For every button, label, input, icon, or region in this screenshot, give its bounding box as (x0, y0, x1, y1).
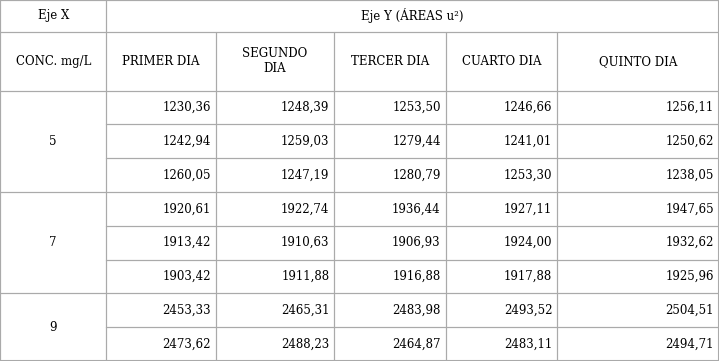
Text: 1280,79: 1280,79 (393, 169, 441, 182)
Text: 1932,62: 1932,62 (666, 236, 714, 249)
Text: 1920,61: 1920,61 (162, 203, 211, 216)
Text: 1936,44: 1936,44 (392, 203, 441, 216)
Text: 2493,52: 2493,52 (504, 304, 552, 317)
Text: 1246,66: 1246,66 (504, 101, 552, 114)
Text: SEGUNDO
DIA: SEGUNDO DIA (242, 47, 308, 75)
Text: 1927,11: 1927,11 (504, 203, 552, 216)
Text: 1913,42: 1913,42 (162, 236, 211, 249)
Text: 1922,74: 1922,74 (281, 203, 329, 216)
Text: 1910,63: 1910,63 (281, 236, 329, 249)
Text: CUARTO DIA: CUARTO DIA (462, 55, 541, 68)
Text: 1947,65: 1947,65 (665, 203, 714, 216)
Text: 1925,96: 1925,96 (666, 270, 714, 283)
Text: 1250,62: 1250,62 (666, 135, 714, 148)
Text: 2494,71: 2494,71 (666, 338, 714, 351)
Text: 1248,39: 1248,39 (281, 101, 329, 114)
Text: Eje X: Eje X (37, 9, 69, 22)
Text: 2473,62: 2473,62 (162, 338, 211, 351)
Text: 1916,88: 1916,88 (393, 270, 441, 283)
Text: 2483,98: 2483,98 (393, 304, 441, 317)
Text: 2488,23: 2488,23 (281, 338, 329, 351)
Text: 1911,88: 1911,88 (281, 270, 329, 283)
Text: 1279,44: 1279,44 (393, 135, 441, 148)
Text: 1256,11: 1256,11 (666, 101, 714, 114)
Text: 2465,31: 2465,31 (281, 304, 329, 317)
Text: 1903,42: 1903,42 (162, 270, 211, 283)
Text: 2483,11: 2483,11 (504, 338, 552, 351)
Text: Eje Y (ÁREAS u²): Eje Y (ÁREAS u²) (362, 8, 464, 23)
Text: 1253,50: 1253,50 (393, 101, 441, 114)
Text: 1238,05: 1238,05 (666, 169, 714, 182)
Text: CONC. mg/L: CONC. mg/L (16, 55, 91, 68)
Text: PRIMER DIA: PRIMER DIA (122, 55, 200, 68)
Text: 1242,94: 1242,94 (162, 135, 211, 148)
Text: 1260,05: 1260,05 (162, 169, 211, 182)
Text: 1924,00: 1924,00 (504, 236, 552, 249)
Text: TERCER DIA: TERCER DIA (351, 55, 429, 68)
Text: 1906,93: 1906,93 (392, 236, 441, 249)
Text: 2453,33: 2453,33 (162, 304, 211, 317)
Text: 1247,19: 1247,19 (281, 169, 329, 182)
Text: 1230,36: 1230,36 (162, 101, 211, 114)
Text: 1259,03: 1259,03 (281, 135, 329, 148)
Text: 1253,30: 1253,30 (504, 169, 552, 182)
Text: 1917,88: 1917,88 (504, 270, 552, 283)
Text: 7: 7 (50, 236, 57, 249)
Text: 2464,87: 2464,87 (393, 338, 441, 351)
Text: 5: 5 (50, 135, 57, 148)
Text: 9: 9 (50, 321, 57, 334)
Text: QUINTO DIA: QUINTO DIA (599, 55, 677, 68)
Text: 1241,01: 1241,01 (504, 135, 552, 148)
Text: 2504,51: 2504,51 (666, 304, 714, 317)
